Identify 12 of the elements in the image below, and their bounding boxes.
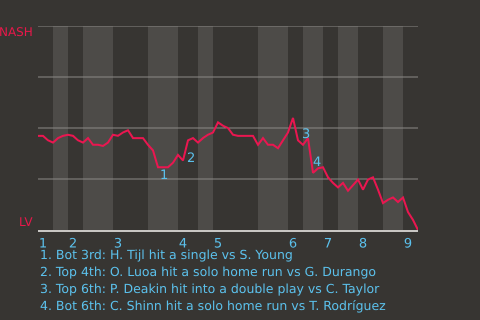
text: LV: [19, 215, 34, 229]
text: 3. Top 6th: P. Deakin hit into a double play vs C. Taylor: [40, 281, 380, 296]
text: 4. Bot 6th: C. Shinn hit a solo home run vs T. Rodríguez: [40, 298, 386, 313]
annotation: 3: [302, 127, 310, 142]
text: 2. Top 4th: O. Luoa hit a solo home run vs G. Durango: [40, 264, 376, 279]
annotation: 4: [313, 155, 322, 170]
annotation: 2: [187, 151, 196, 166]
annotation: 1: [160, 168, 168, 183]
x-tick-label: 8: [358, 236, 368, 252]
x-tick-label: 7: [324, 236, 332, 252]
text: NASH: [0, 25, 33, 39]
x-tick-label: 9: [404, 236, 412, 252]
